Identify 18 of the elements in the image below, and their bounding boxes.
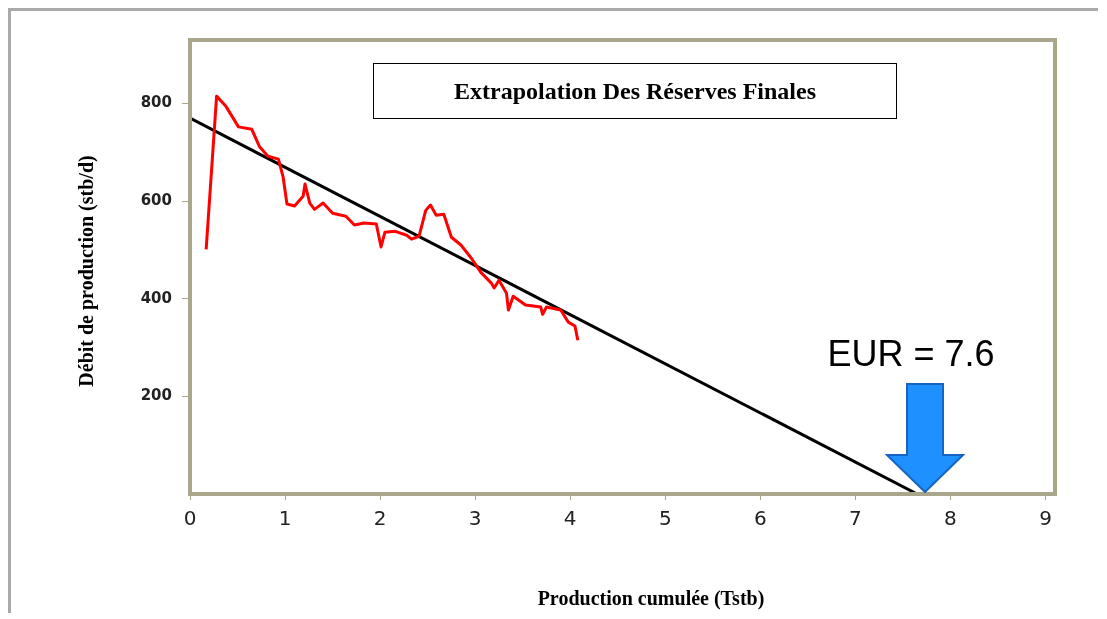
- x-tick-label: 7: [849, 506, 862, 531]
- y-tick-label: 400: [140, 288, 172, 307]
- x-tick-label: 9: [1039, 506, 1052, 531]
- annotation: EUR = 7.6: [826, 333, 996, 375]
- y-axis-title: Débit de production (stb/d): [74, 155, 98, 387]
- x-tick-label: 4: [563, 506, 577, 531]
- text: Extrapolation Des Réserves Finales: [373, 63, 897, 119]
- y-tick-label: 200: [140, 386, 172, 405]
- x-tick-label: 1: [278, 506, 292, 531]
- y-tick-label: 800: [140, 93, 172, 112]
- x-tick-label: 6: [753, 506, 767, 531]
- x-tick-label: 8: [944, 506, 957, 531]
- x-tick-label: 3: [468, 506, 482, 531]
- x-tick-label: 0: [183, 506, 197, 531]
- y-tick-label: 600: [140, 190, 172, 209]
- x-axis-title: Production cumulée (Tstb): [536, 587, 766, 610]
- x-tick-label: 5: [658, 506, 672, 531]
- x-tick-label: 2: [373, 506, 387, 531]
